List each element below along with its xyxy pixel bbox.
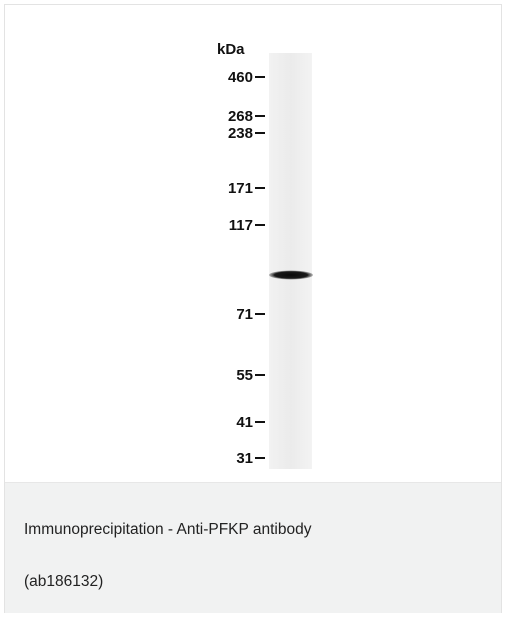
caption-product-code: (ab186132)	[24, 573, 104, 590]
marker-31: 31	[236, 450, 253, 467]
marker-55: 55	[236, 367, 253, 384]
gel-lane	[269, 53, 312, 469]
marker-268: 268	[228, 108, 253, 125]
kda-label: kDa	[217, 41, 245, 58]
marker-171: 171	[228, 180, 253, 197]
western-blot-image: kDa 460 268 238 171 117 71 55 41 31	[217, 41, 313, 469]
marker-460: 460	[228, 69, 253, 86]
image-caption: Immunoprecipitation - Anti-PFKP antibody…	[5, 482, 501, 613]
caption-title: Immunoprecipitation - Anti-PFKP antibody	[24, 521, 312, 538]
western-blot-figure[interactable]: kDa 460 268 238 171 117 71 55 41 31	[5, 5, 501, 482]
marker-41: 41	[236, 414, 253, 431]
protein-band	[269, 270, 313, 280]
marker-117: 117	[229, 217, 253, 234]
marker-238: 238	[228, 125, 253, 142]
image-card: kDa 460 268 238 171 117 71 55 41 31	[4, 4, 502, 613]
marker-ticks	[255, 76, 265, 459]
marker-71: 71	[236, 306, 253, 323]
